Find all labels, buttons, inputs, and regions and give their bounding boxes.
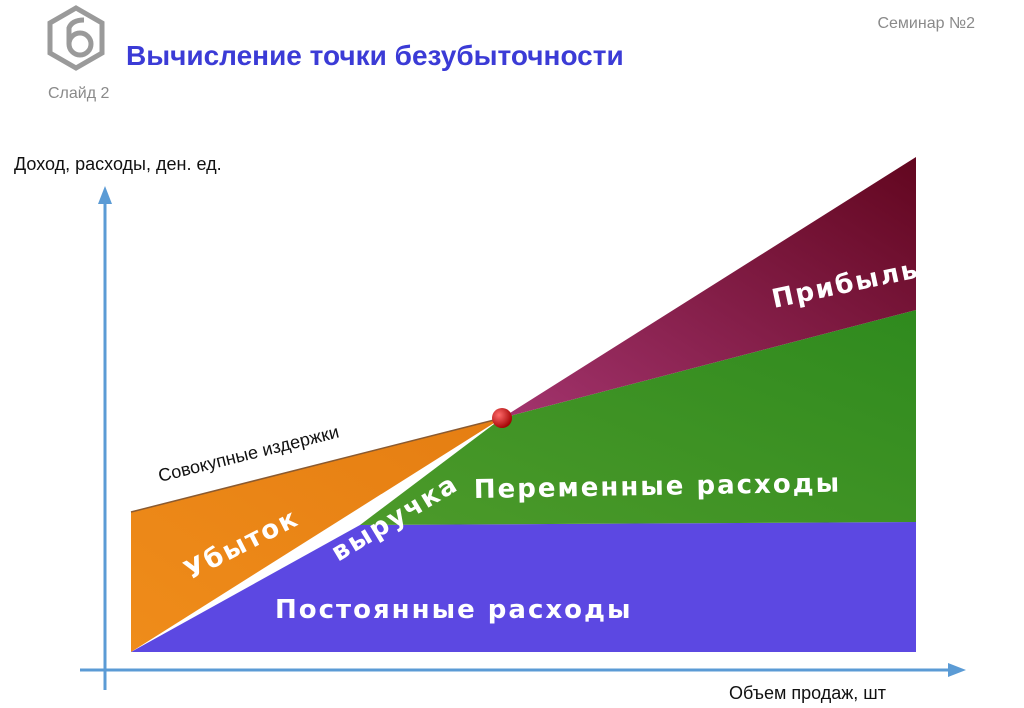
x-axis-label: Объем продаж, шт — [729, 683, 886, 703]
y-axis-arrow — [98, 186, 112, 204]
variable-costs-area — [360, 310, 916, 525]
y-axis-label: Доход, расходы, ден. ед. — [14, 154, 222, 174]
total-costs-line — [130, 417, 503, 513]
variable-costs-label: Переменные расходы — [474, 469, 842, 505]
logo — [47, 5, 105, 71]
x-axis-arrow — [948, 663, 966, 677]
fixed-costs-area — [131, 522, 916, 652]
loss-area — [131, 418, 502, 652]
fixed-costs-label: Постоянные расходы — [275, 595, 633, 625]
seminar-label: Семинар №2 — [877, 15, 975, 32]
profit-area — [502, 157, 916, 418]
slide-title: Вычисление точки безубыточности — [126, 40, 624, 71]
break-even-point — [492, 408, 512, 428]
slide-number: Слайд 2 — [48, 85, 110, 102]
